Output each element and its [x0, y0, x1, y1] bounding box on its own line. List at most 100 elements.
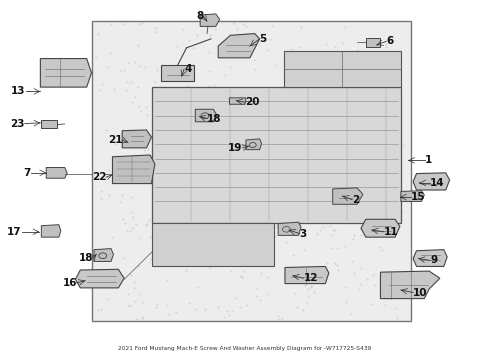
Point [379, 280, 387, 285]
Point [228, 107, 236, 112]
Point [142, 104, 149, 109]
Point [301, 283, 309, 288]
Point [326, 223, 334, 229]
Point [271, 202, 279, 207]
Polygon shape [41, 225, 61, 237]
Point [226, 47, 234, 53]
Point [357, 233, 365, 238]
Point [376, 165, 384, 170]
Point [219, 164, 226, 170]
Point [189, 208, 197, 213]
Point [135, 103, 143, 108]
Point [303, 300, 311, 306]
Point [355, 286, 363, 292]
Point [287, 154, 294, 159]
Point [244, 302, 251, 308]
Point [164, 64, 171, 69]
Point [334, 267, 342, 273]
Point [394, 56, 402, 62]
Point [140, 147, 148, 153]
Point [256, 297, 264, 303]
Text: 14: 14 [430, 178, 445, 188]
Point [313, 231, 321, 237]
Polygon shape [41, 120, 57, 128]
Point [234, 150, 242, 156]
Point [376, 244, 384, 250]
Point [339, 79, 346, 85]
Point [319, 224, 327, 230]
Point [207, 24, 215, 30]
Point [349, 236, 357, 242]
Point [203, 189, 211, 194]
Point [329, 227, 337, 233]
Point [164, 311, 171, 317]
Point [217, 252, 224, 258]
Point [368, 159, 376, 165]
Point [192, 261, 200, 267]
Point [105, 192, 113, 198]
Point [275, 316, 283, 322]
Point [399, 142, 407, 148]
Point [240, 188, 248, 194]
Point [207, 264, 215, 270]
Point [99, 273, 107, 278]
Point [278, 315, 286, 321]
Point [238, 274, 245, 280]
Point [96, 87, 103, 93]
Point [243, 171, 250, 177]
Point [332, 175, 340, 181]
Point [333, 137, 341, 143]
Point [347, 311, 355, 316]
Text: 10: 10 [413, 288, 428, 297]
Text: 2: 2 [352, 195, 360, 204]
Point [392, 87, 399, 93]
Point [227, 44, 235, 50]
Point [188, 64, 196, 70]
Point [349, 139, 357, 145]
Point [152, 304, 160, 310]
Point [240, 138, 247, 143]
Point [331, 227, 339, 233]
Point [317, 143, 324, 148]
Point [204, 141, 212, 147]
Point [358, 85, 366, 91]
Text: 1: 1 [425, 156, 433, 165]
Text: 8: 8 [196, 12, 203, 21]
Point [179, 77, 187, 83]
Point [123, 228, 131, 234]
Text: 11: 11 [384, 227, 398, 237]
Point [246, 149, 254, 154]
Point [294, 197, 301, 203]
Point [198, 126, 206, 132]
Point [371, 159, 379, 165]
Point [308, 54, 316, 59]
Point [225, 312, 233, 318]
Point [152, 29, 160, 35]
Point [381, 302, 389, 308]
Point [298, 147, 306, 153]
Point [206, 68, 214, 74]
Point [299, 130, 307, 135]
Point [331, 44, 339, 50]
Point [151, 79, 159, 85]
Point [151, 25, 159, 31]
Point [104, 167, 112, 172]
Point [286, 71, 294, 77]
Point [241, 268, 248, 274]
Point [173, 186, 181, 192]
Point [263, 241, 270, 247]
Point [290, 84, 297, 90]
Point [265, 124, 272, 130]
Point [187, 132, 195, 138]
Point [135, 21, 143, 27]
Point [163, 75, 171, 81]
Point [134, 134, 142, 139]
Point [296, 135, 304, 141]
Point [193, 32, 201, 38]
Point [277, 108, 285, 114]
Point [369, 272, 377, 278]
Polygon shape [246, 139, 262, 150]
Polygon shape [122, 130, 151, 148]
Point [388, 179, 396, 184]
Point [123, 78, 131, 84]
